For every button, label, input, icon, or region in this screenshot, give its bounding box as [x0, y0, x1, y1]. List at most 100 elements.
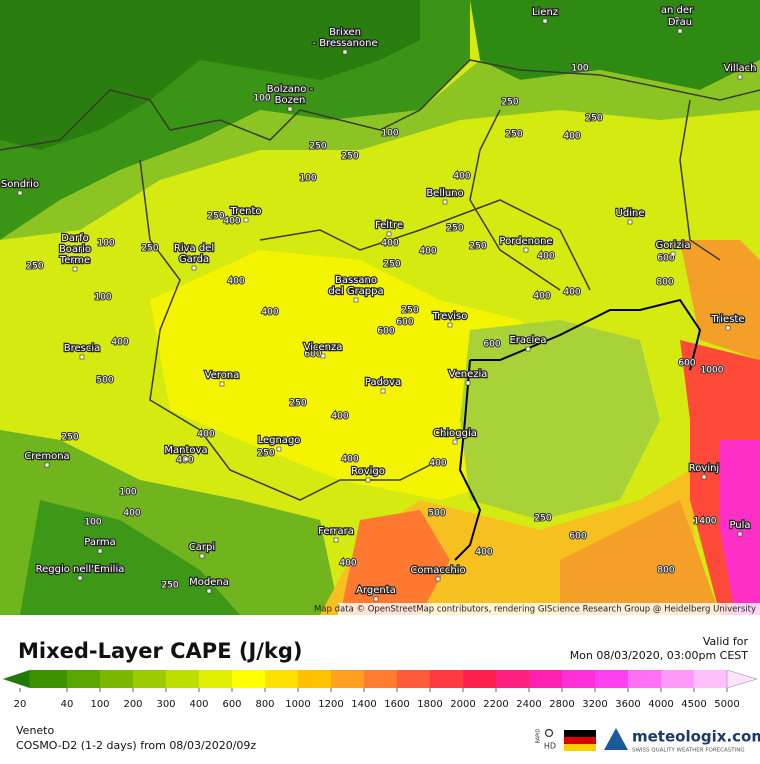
contour-label: 600: [483, 340, 500, 350]
legend-tick-label: 800: [255, 699, 274, 710]
contour-label: 100: [97, 239, 114, 249]
legend-tick-label: 3200: [582, 699, 607, 710]
contour-label: 250: [26, 262, 43, 272]
city-label: Modena: [189, 577, 229, 588]
city-label: Belluno: [426, 188, 463, 199]
legend-tick-label: 1000: [285, 699, 310, 710]
city-label: Villach: [724, 63, 757, 74]
city-label: an der: [661, 5, 694, 16]
contour-label: 100: [253, 94, 270, 104]
city-label: Udine: [616, 208, 645, 219]
contour-label: 100: [381, 129, 398, 139]
city-dot: [373, 596, 379, 602]
contour-label: 1400: [694, 517, 717, 527]
city-dot: [183, 456, 189, 462]
city-label: Mantova: [164, 445, 207, 456]
legend-title: Mixed-Layer CAPE (J/kg): [18, 639, 303, 663]
contour-label: 250: [383, 260, 400, 270]
city-dot: [243, 217, 249, 223]
legend-tick-label: 2000: [450, 699, 475, 710]
legend-swatch: [595, 670, 628, 688]
city-dot: [627, 219, 633, 225]
city-dot: [725, 325, 731, 331]
city-label: Darfo: [61, 233, 89, 244]
legend-swatch: [397, 670, 430, 688]
legend-swatch: [364, 670, 397, 688]
hd-label: HD: [544, 742, 556, 751]
contour-label: 100: [571, 64, 588, 74]
city-dot: [386, 231, 392, 237]
city-label: Parma: [84, 537, 116, 548]
map-labels: 100 100 250 100 250 250 100 250 250 400 250 400 250 2…: [0, 4, 758, 602]
city-dot: [199, 553, 205, 559]
contour-label: 250: [61, 433, 78, 443]
rapid-label: RAPID: [536, 728, 542, 743]
contour-label: 100: [84, 518, 101, 528]
city-dot: [353, 297, 359, 303]
city-label: Brescia: [64, 343, 101, 354]
city-label: Rovigo: [351, 466, 385, 477]
legend-swatch: [430, 670, 463, 688]
contour-label: 400: [429, 459, 446, 469]
legend-swatch: [628, 670, 661, 688]
contour-label: 100: [119, 488, 136, 498]
contour-label: 250: [341, 152, 358, 162]
city-label: - Bressanone: [312, 38, 377, 49]
cape-zone: [0, 60, 760, 240]
legend-swatch: [661, 670, 694, 688]
legend-tick-label: 300: [156, 699, 175, 710]
legend: 20 40 100 200 300 400 600 800 1000 1200 1400 1600 18…: [2, 669, 758, 710]
legend-tick-label: 5000: [714, 699, 739, 710]
legend-swatch: [496, 670, 529, 688]
legend-swatch: [298, 670, 331, 688]
flag: [564, 730, 596, 751]
city-dot: [465, 380, 471, 386]
city-label: Venezia: [449, 369, 488, 380]
valid-time: Mon 08/03/2020, 03:00pm CEST: [570, 649, 749, 662]
contour-label: 1000: [701, 366, 724, 376]
city-label: Riva del: [174, 243, 214, 254]
contour-label: 500: [428, 509, 445, 519]
city-label: Eraclea: [509, 335, 546, 346]
city-label: Bassano: [335, 275, 377, 286]
legend-tick-label: 600: [222, 699, 241, 710]
contour-label: 400: [331, 412, 348, 422]
contour-label: 250: [161, 581, 178, 591]
city-dot: [737, 74, 743, 80]
city-dot: [219, 381, 225, 387]
city-label: Pordenone: [499, 236, 552, 247]
legend-tick-label: 4000: [648, 699, 673, 710]
city-label: Trieste: [711, 314, 745, 325]
cape-zone: [0, 0, 760, 90]
city-label: Padova: [365, 377, 401, 388]
legend-swatch: [67, 670, 100, 688]
contour-label: 400: [381, 239, 398, 249]
contour-label: 250: [289, 399, 306, 409]
legend-swatch: [133, 670, 166, 688]
contour-label: 250: [141, 244, 158, 254]
city-dot: [342, 49, 348, 55]
contour-label: 400: [563, 288, 580, 298]
city-label: Chioggia: [433, 428, 477, 439]
contour-label: 100: [299, 174, 316, 184]
city-dot: [44, 462, 50, 468]
legend-swatch: [30, 670, 67, 688]
city-label: Trento: [229, 206, 261, 217]
city-label: Rovinj: [689, 463, 719, 474]
city-dot: [191, 265, 197, 271]
city-label: Drau: [668, 17, 692, 28]
cape-zone: [560, 500, 720, 615]
contour-label: 600: [304, 350, 321, 360]
contour-label: 800: [657, 566, 674, 576]
city-dot: [523, 247, 529, 253]
legend-tick-label: 2800: [549, 699, 574, 710]
border: [0, 59, 760, 501]
legend-swatch: [694, 670, 727, 688]
city-dot: [737, 531, 743, 537]
contour-label: 250: [207, 212, 224, 222]
contour-label: 400: [339, 559, 356, 569]
city-label: Brixen: [329, 27, 361, 38]
contour-label: 400: [111, 338, 128, 348]
contour-label: 600: [678, 359, 695, 369]
